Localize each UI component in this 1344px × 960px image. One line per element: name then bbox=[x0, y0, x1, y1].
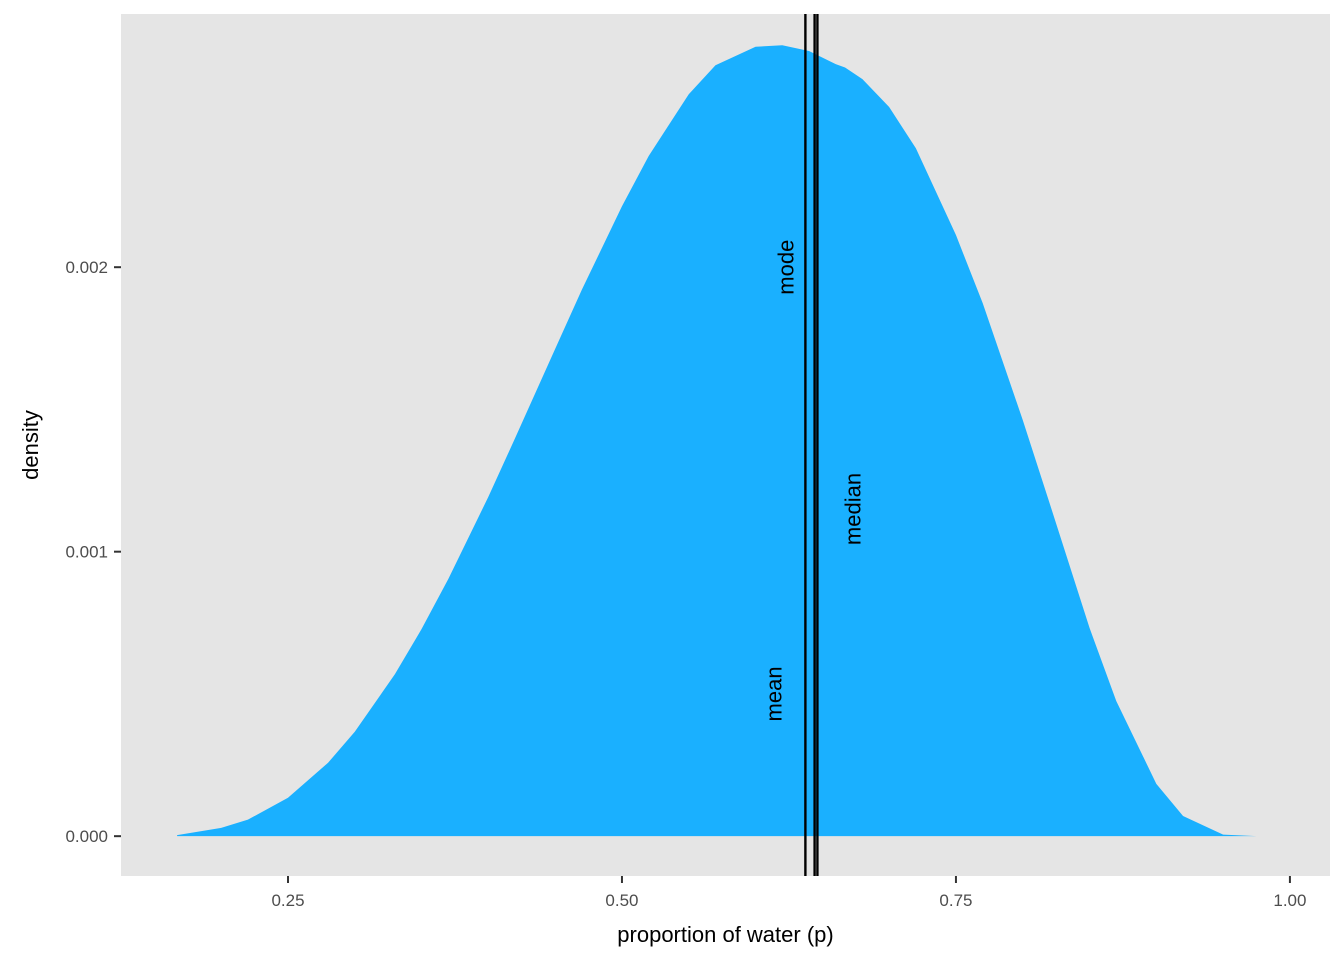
y-tick-label: 0.002 bbox=[65, 258, 108, 277]
mean-label: mean bbox=[761, 666, 786, 721]
y-axis-title: density bbox=[18, 410, 43, 480]
x-tick-label: 0.50 bbox=[605, 891, 638, 910]
x-tick-label: 1.00 bbox=[1273, 891, 1306, 910]
y-axis: 0.000 0.001 0.002 bbox=[65, 258, 121, 846]
x-axis-title: proportion of water (p) bbox=[617, 922, 833, 947]
density-area-layer bbox=[177, 45, 1257, 837]
x-tick-label: 0.75 bbox=[939, 891, 972, 910]
density-area-0 bbox=[177, 45, 1257, 837]
x-tick-label: 0.25 bbox=[271, 891, 304, 910]
median-label: median bbox=[841, 473, 866, 545]
summary-lines-layer: mean median mode bbox=[761, 14, 866, 876]
y-tick-label: 0.000 bbox=[65, 827, 108, 846]
mode-label: mode bbox=[773, 240, 798, 295]
y-tick-label: 0.001 bbox=[65, 543, 108, 562]
x-axis: 0.25 0.50 0.75 1.00 bbox=[271, 876, 1306, 910]
